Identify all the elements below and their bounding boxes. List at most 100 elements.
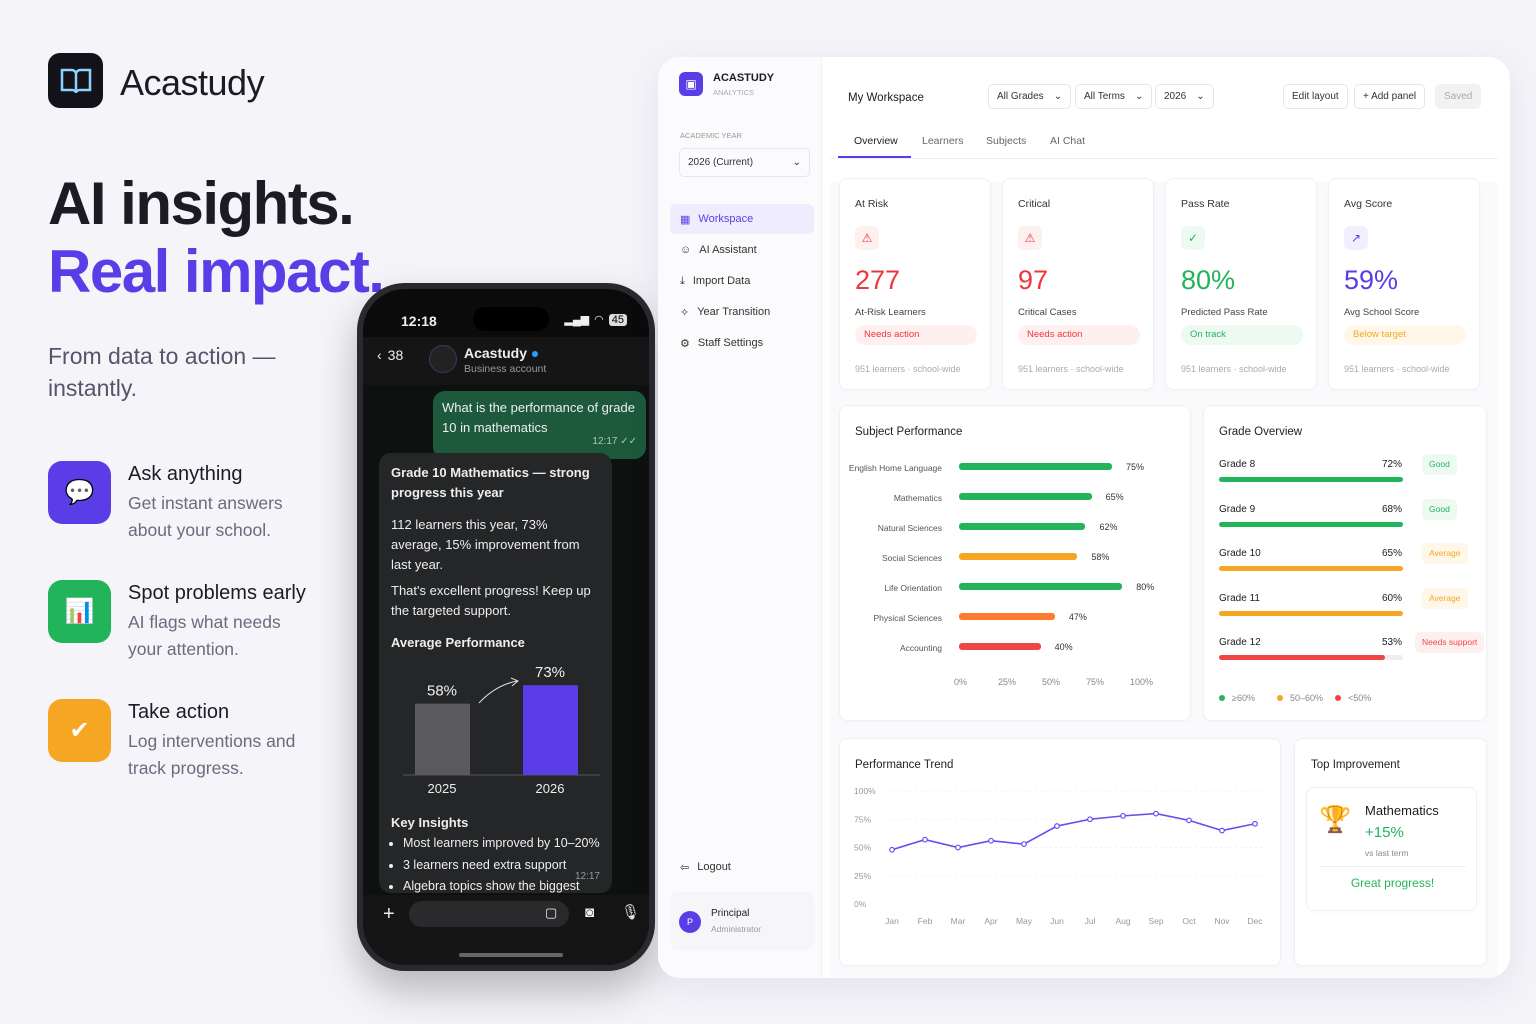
sticker-icon[interactable]: ▢ [545, 905, 558, 920]
trend-line-chart: 100% 75% 50% 25% 0% Jan Feb Mar Apr May Jun Jul Aug S… [854, 786, 1270, 926]
subject-label: Social Sciences [881, 553, 942, 563]
grade-bar[interactable] [1219, 655, 1385, 660]
year-select[interactable]: 2026 (Current) ⌄ [679, 148, 810, 177]
kpi-card[interactable]: Pass Rate ✓ 80% Predicted Pass Rate On t… [1165, 178, 1317, 390]
subject-value: 80% [1136, 582, 1155, 592]
contact-sub: Business account [464, 363, 547, 375]
grade-badge: Good [1422, 454, 1457, 475]
edit-layout-button[interactable]: Edit layout [1283, 84, 1348, 109]
status-time: 12:18 [401, 313, 437, 329]
back-button[interactable]: ‹ 38 [377, 347, 404, 363]
legend-dot [1277, 695, 1283, 701]
avatar: P [679, 911, 701, 933]
improvement-detail: 🏆 Mathematics +15% vs last term Great pr… [1306, 787, 1477, 911]
tab-learners[interactable]: Learners [922, 135, 964, 147]
subject-bar[interactable] [959, 643, 1041, 650]
trend-point [1021, 841, 1027, 848]
contact-avatar[interactable] [429, 345, 457, 373]
sidebar-item-workspace[interactable]: ▦ Workspace [670, 204, 814, 234]
sidebar-item-year-transition[interactable]: ✧ Year Transition [680, 306, 771, 319]
grade-bar[interactable] [1219, 566, 1403, 571]
subject-bar[interactable] [959, 493, 1092, 500]
legend-item: 50–60% [1277, 693, 1323, 703]
kpi-value: 277 [855, 265, 901, 295]
sidebar-item-import-data[interactable]: ⤓ Import Data [680, 274, 751, 288]
insight-item: Most learners improved by 10–20% [403, 833, 600, 855]
subject-bar[interactable] [959, 553, 1078, 560]
filter-select[interactable]: All Terms ⌄ [1075, 84, 1153, 109]
x-tick: Dec [1247, 916, 1263, 926]
warning-icon: ⚠ [855, 226, 879, 250]
add-panel-button[interactable]: + Add panel [1354, 84, 1426, 109]
sidebar-item-staff-settings[interactable]: ⚙ Staff Settings [680, 337, 764, 350]
grade-track [1219, 655, 1403, 660]
subject-value: 47% [1068, 612, 1087, 622]
user-role: Administrator [711, 924, 762, 934]
sidebar-brand-sub: ANALYTICS [713, 88, 755, 97]
filter-select[interactable]: All Grades ⌄ [988, 84, 1072, 109]
x-tick: 75% [1086, 677, 1105, 687]
kpi-footer: 951 learners · school-wide [1181, 364, 1287, 374]
x-tick: Oct [1182, 916, 1196, 926]
headline-line1: AI insights. [48, 170, 355, 237]
plus-icon[interactable]: + [383, 903, 395, 925]
subject-bar[interactable] [959, 583, 1123, 590]
x-tick: Feb [918, 916, 933, 926]
y-tick: 100% [854, 786, 876, 796]
battery-icon: 45 [608, 313, 627, 326]
feature-title: Spot problems early [128, 582, 306, 604]
read-ticks-icon: ✓✓ [620, 436, 637, 447]
y-tick: 50% [854, 843, 871, 853]
subject-label: Natural Sciences [877, 523, 942, 533]
tab-subjects[interactable]: Subjects [986, 135, 1027, 147]
download-icon: ⤓ [680, 274, 685, 287]
contact-name[interactable]: Acastudy ● [464, 345, 540, 361]
logout-icon: ⇦ [680, 861, 690, 874]
subject-bar[interactable] [959, 613, 1055, 620]
y-tick: 25% [854, 871, 871, 881]
bar-chart-icon: 📊 [48, 580, 111, 643]
grade-track [1219, 521, 1403, 527]
grade-bar[interactable] [1219, 521, 1403, 527]
grade-badge: Average [1422, 543, 1468, 564]
subject-bar[interactable] [959, 523, 1086, 530]
grade-bar[interactable] [1219, 610, 1403, 616]
grade-bar[interactable] [1219, 477, 1403, 482]
grade-label: Grade 8 [1219, 459, 1256, 470]
kpi-card[interactable]: Avg Score ↗ 59% Avg School Score Below t… [1328, 178, 1480, 390]
kpi-card[interactable]: At Risk ⚠ 277 At-Risk Learners Needs act… [839, 178, 991, 390]
x-tick: Aug [1115, 916, 1130, 926]
top-improvement-card: Top Improvement 🏆 Mathematics +15% vs la… [1294, 738, 1487, 966]
y-tick: 0% [854, 899, 867, 909]
tabs-divider [830, 158, 1498, 159]
sidebar-item-ai-assistant[interactable]: ☺ AI Assistant [680, 244, 757, 256]
user-name: Principal [711, 908, 750, 919]
microphone-icon[interactable]: 🎙 [621, 904, 641, 921]
subject-bar[interactable] [959, 463, 1112, 470]
chevron-down-icon: ⌄ [1134, 91, 1144, 102]
logout-button[interactable]: ⇦ Logout [680, 861, 731, 874]
insights-title: Key Insights [391, 815, 469, 830]
camera-icon[interactable]: ◙ [585, 904, 595, 921]
trend-point [1252, 820, 1258, 827]
kpi-label: At-Risk Learners [855, 307, 926, 318]
x-tick: Mar [951, 916, 966, 926]
grade-value: 68% [1382, 503, 1403, 515]
message-input[interactable] [409, 901, 569, 927]
chevron-down-icon: ⌄ [792, 157, 801, 168]
mini-x-label: 2026 [536, 781, 565, 796]
status-badge: Needs action [1018, 325, 1140, 345]
grade-value: 60% [1382, 592, 1403, 604]
feature-title: Take action [128, 701, 230, 723]
tab-ai-chat[interactable]: AI Chat [1050, 135, 1086, 147]
user-card[interactable]: P Principal Administrator [670, 892, 814, 950]
app-logo-icon: ▣ [679, 72, 703, 96]
chat-icon: 💬 [48, 461, 111, 524]
tab-overview[interactable]: Overview [854, 135, 898, 147]
saved-button[interactable]: Saved [1435, 84, 1482, 109]
kpi-card[interactable]: Critical ⚠ 97 Critical Cases Needs actio… [1002, 178, 1154, 390]
subject-value: 62% [1099, 522, 1118, 532]
filter-select[interactable]: 2026 ⌄ [1155, 84, 1214, 109]
x-tick: Sep [1148, 916, 1163, 926]
subject-performance-title: Subject Performance [855, 426, 963, 438]
